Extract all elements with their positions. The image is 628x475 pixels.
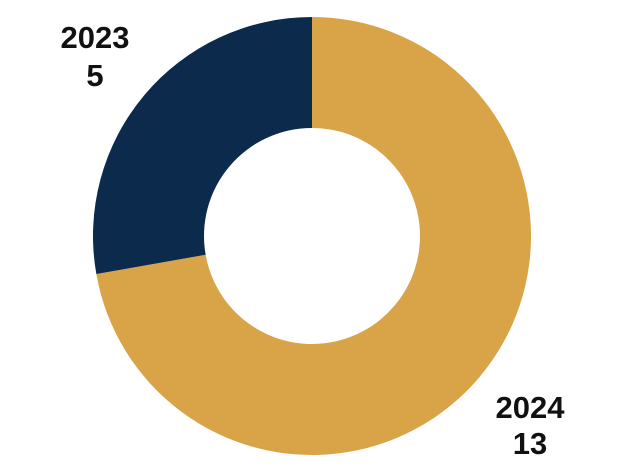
slice-label-2023-value: 5	[86, 58, 103, 93]
slice-label-2024-category: 2024	[496, 390, 566, 425]
donut-slice-2024	[96, 17, 532, 455]
slice-label-2024-value: 13	[513, 426, 547, 461]
donut-slices	[92, 17, 532, 455]
slice-label-2023-category: 2023	[61, 20, 130, 55]
donut-slice-2023	[92, 17, 312, 275]
